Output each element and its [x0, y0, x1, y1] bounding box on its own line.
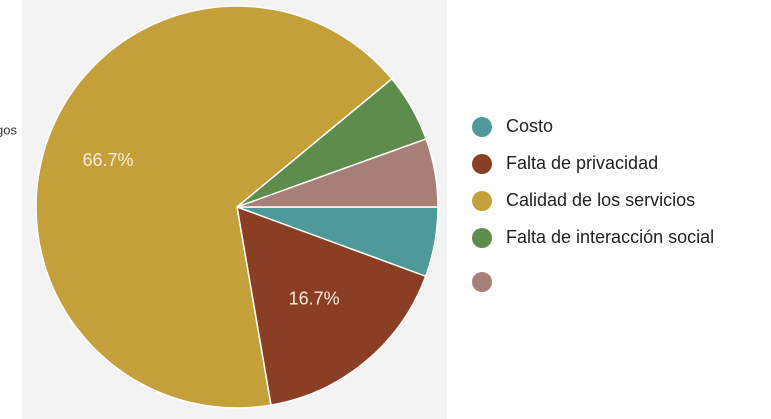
pie-slice — [236, 205, 427, 406]
cropped-label: gos — [0, 122, 17, 137]
pie-slice — [236, 137, 439, 208]
legend-label: Falta de interacción social — [506, 227, 714, 247]
data-label: 16.7% — [289, 288, 340, 308]
data-label: 66.7% — [82, 150, 133, 170]
legend-swatch — [472, 272, 492, 292]
legend-swatch — [472, 191, 492, 211]
pie-slice — [35, 5, 393, 409]
legend-label: Falta de privacidad — [506, 153, 658, 173]
legend-label: Calidad de los servicios — [506, 190, 695, 210]
legend-label: Costo — [506, 116, 553, 136]
legend-swatch — [472, 154, 492, 174]
legend-swatch — [472, 117, 492, 137]
legend-swatch — [472, 228, 492, 248]
